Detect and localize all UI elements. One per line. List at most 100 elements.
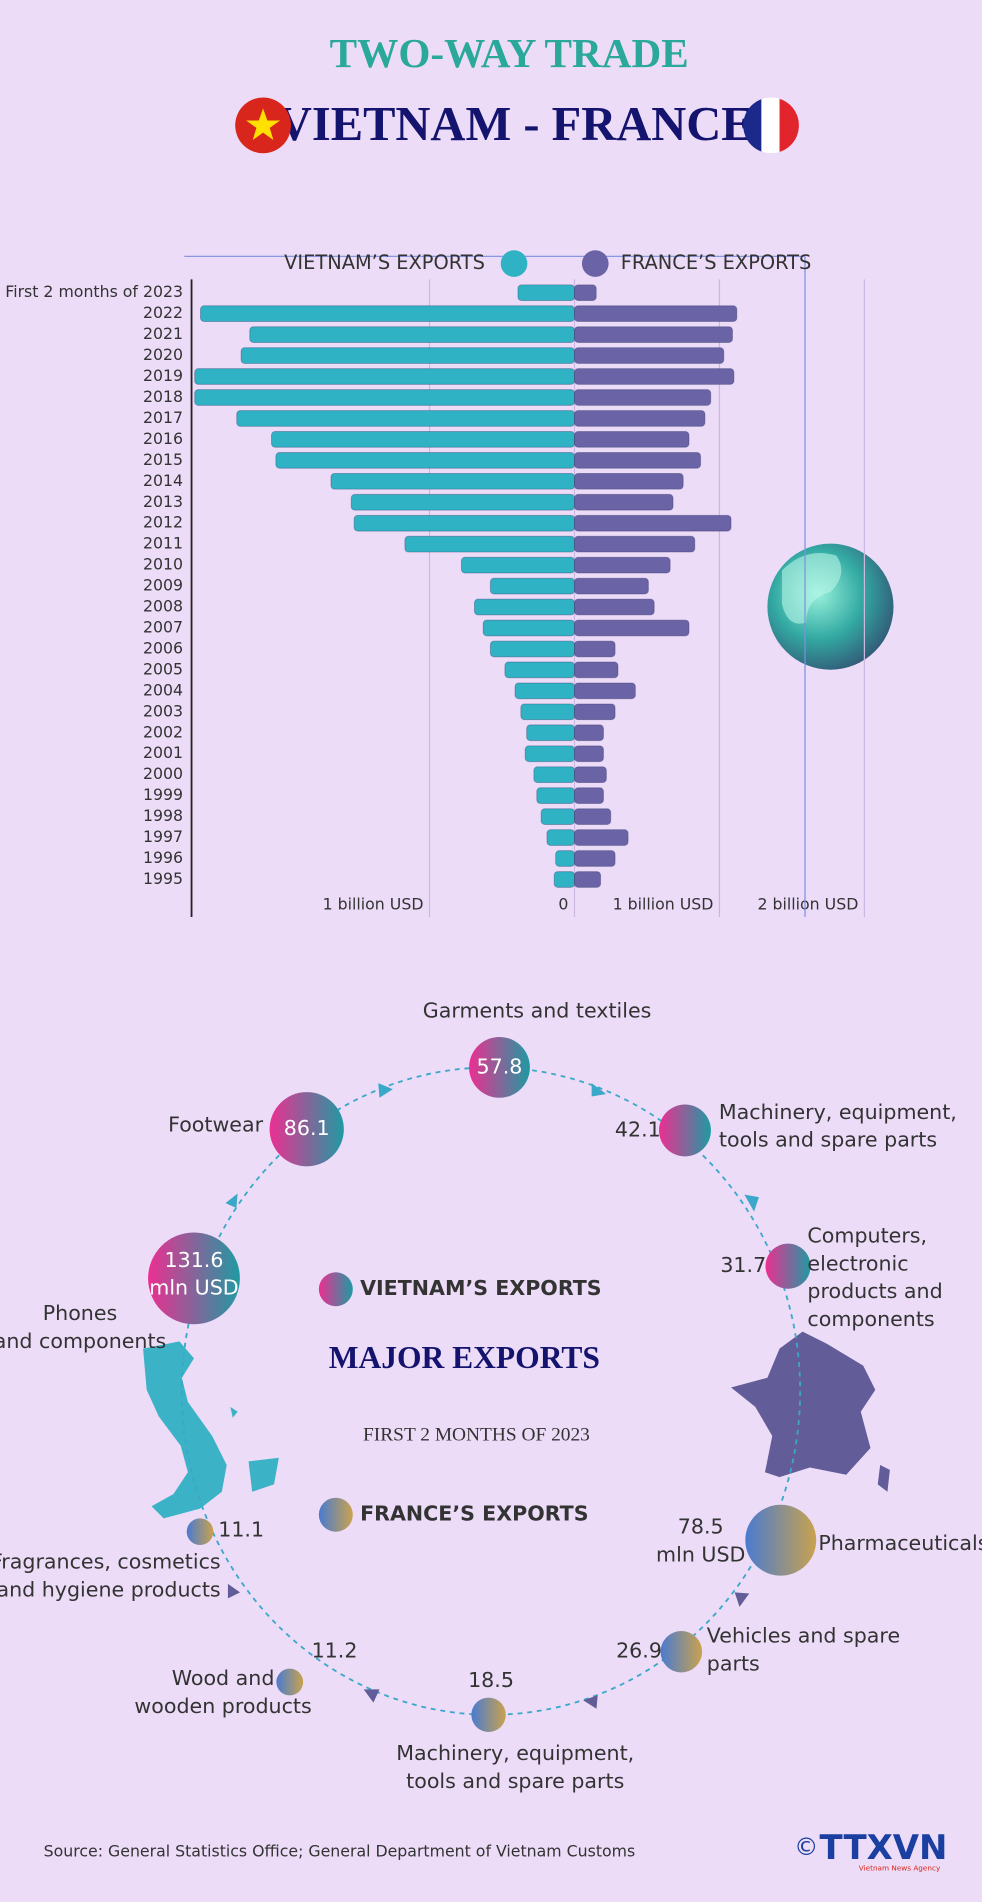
bar (573, 640, 616, 658)
bar (489, 577, 575, 595)
value-label: 11.1 (218, 1518, 264, 1542)
bar (573, 787, 604, 805)
bar (194, 389, 575, 406)
bar (275, 451, 575, 469)
value-label: 26.9 (616, 1639, 662, 1663)
bubble (269, 1092, 344, 1167)
y-tick-label: 2002 (143, 722, 183, 741)
bar (573, 410, 706, 427)
bar (489, 640, 575, 658)
bubble (186, 1518, 214, 1546)
legend-marker (318, 1272, 353, 1307)
category-label: Fragrances, cosmetics and hygiene product… (0, 1550, 221, 1602)
bar (573, 472, 684, 490)
y-tick-label: 2011 (143, 534, 183, 553)
y-tick-label: 2010 (143, 555, 183, 574)
bar (573, 766, 607, 784)
chart-title: MAJOR EXPORTS (329, 1340, 600, 1375)
y-tick-label: 2001 (143, 743, 183, 762)
y-tick-label: 2009 (143, 576, 183, 595)
y-tick-label: 2020 (143, 345, 183, 364)
bar (573, 871, 602, 888)
category-label: Garments and textiles (423, 999, 652, 1023)
bar (353, 514, 575, 532)
y-tick-label: First 2 months of 2023 (5, 282, 183, 301)
y-tick-label: 1995 (143, 869, 183, 888)
value-label: 131.6 mln USD (149, 1248, 238, 1300)
bar (194, 368, 575, 385)
bar (573, 829, 629, 846)
bar (504, 661, 575, 679)
y-tick-label: 2013 (143, 492, 183, 511)
x-tick-label: 2 billion USD (758, 894, 859, 913)
legend-label: VIETNAM’S EXPORTS (360, 1276, 602, 1300)
bar (271, 431, 575, 448)
bubble (659, 1104, 711, 1157)
bar (573, 703, 616, 721)
bar (526, 724, 575, 742)
y-tick-label: 2018 (143, 387, 183, 406)
bar (573, 661, 619, 679)
y-tick-label: 2016 (143, 429, 183, 448)
x-tick-label: 0 (558, 894, 568, 913)
logo-caption: Vietnam News Agency (859, 1864, 941, 1873)
x-tick-label: 1 billion USD (613, 894, 714, 913)
bar (460, 556, 575, 574)
bar (555, 850, 575, 867)
bar (533, 766, 575, 784)
bar (573, 682, 636, 700)
bar (546, 829, 575, 846)
category-label: Vehicles and spare parts (707, 1624, 900, 1676)
bar (573, 850, 616, 867)
category-label: Footwear (168, 1113, 264, 1137)
bubble (745, 1504, 817, 1576)
y-tick-label: 1997 (143, 827, 183, 846)
bar (404, 535, 575, 553)
y-tick-label: 2019 (143, 366, 183, 385)
y-tick-label: 2014 (143, 471, 183, 490)
source: Source: General Statistics Office; Gener… (44, 1841, 636, 1860)
bar (573, 493, 674, 511)
vietnam-flag (235, 97, 291, 154)
legend-label: VIETNAM’S EXPORTS (284, 251, 485, 274)
bar (514, 682, 575, 700)
value-label: 11.2 (312, 1639, 358, 1663)
y-tick-label: 2003 (143, 701, 183, 720)
chart-subtitle: FIRST 2 MONTHS OF 2023 (363, 1424, 590, 1445)
legend-marker (581, 250, 609, 277)
france-flag (743, 97, 799, 154)
bar (482, 619, 575, 637)
y-tick-label: 2000 (143, 764, 183, 783)
bar (573, 431, 690, 448)
category-label: Phones and components (0, 1301, 166, 1353)
bar (536, 787, 575, 805)
bar (330, 472, 575, 490)
y-tick-label: 2008 (143, 597, 183, 616)
y-tick-label: 1999 (143, 785, 183, 804)
bar (540, 808, 575, 825)
y-tick-label: 2004 (143, 680, 183, 699)
legend-marker (318, 1497, 353, 1532)
legend-label: FRANCE’S EXPORTS (360, 1502, 588, 1526)
bar (573, 514, 732, 532)
y-tick-label: 2005 (143, 659, 183, 678)
bar (236, 410, 575, 427)
bar (573, 745, 604, 763)
value-label: 31.7 (720, 1253, 766, 1277)
bar (517, 284, 575, 302)
y-tick-label: 2007 (143, 617, 183, 636)
y-tick-label: 2012 (143, 513, 183, 532)
bubble (148, 1232, 240, 1325)
bar (573, 619, 690, 637)
subtitle: VIETNAM - FRANCE (277, 98, 754, 151)
category-label: Machinery, equipment, tools and spare par… (396, 1741, 634, 1793)
logo: TTXVN (820, 1828, 948, 1868)
bar (573, 598, 655, 616)
bubble (276, 1668, 304, 1696)
value-label: 42.1 (615, 1117, 661, 1141)
title: TWO-WAY TRADE (330, 30, 689, 76)
bar (573, 724, 604, 742)
bar (553, 871, 575, 888)
bar (573, 368, 735, 385)
